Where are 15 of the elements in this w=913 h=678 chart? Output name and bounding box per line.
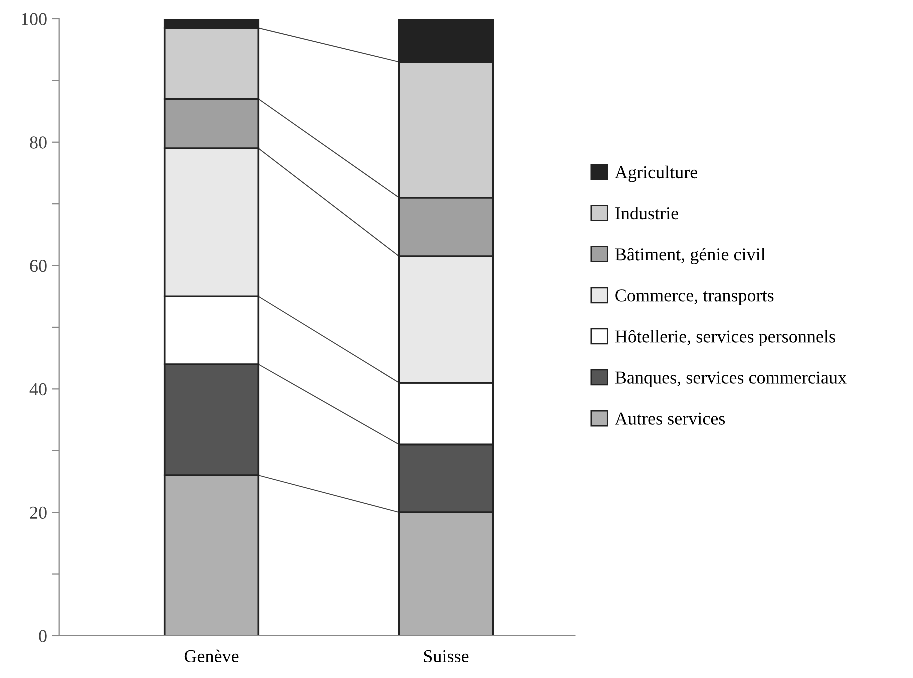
legend-label: Bâtiment, génie civil (615, 248, 766, 264)
y-tick-label: 40 (30, 383, 47, 396)
y-tick-label: 60 (30, 260, 47, 272)
y-tick-label: 0 (39, 630, 47, 642)
legend-label: Industrie (616, 206, 678, 220)
y-tick-label: 20 (30, 506, 47, 520)
legend-label: Banques, services commerciaux (615, 372, 847, 388)
legend-label: Agriculture (615, 166, 698, 182)
x-tick-label: Suisse (424, 650, 469, 663)
x-tick-label: Genève (184, 650, 239, 663)
legend-label: Commerce, transports (616, 290, 774, 306)
legend-label: Autres services (615, 412, 726, 425)
y-tick-label: 100 (22, 13, 47, 26)
y-tick-label: 80 (30, 136, 47, 149)
legend-label: Hôtellerie, services personnels (615, 330, 836, 346)
